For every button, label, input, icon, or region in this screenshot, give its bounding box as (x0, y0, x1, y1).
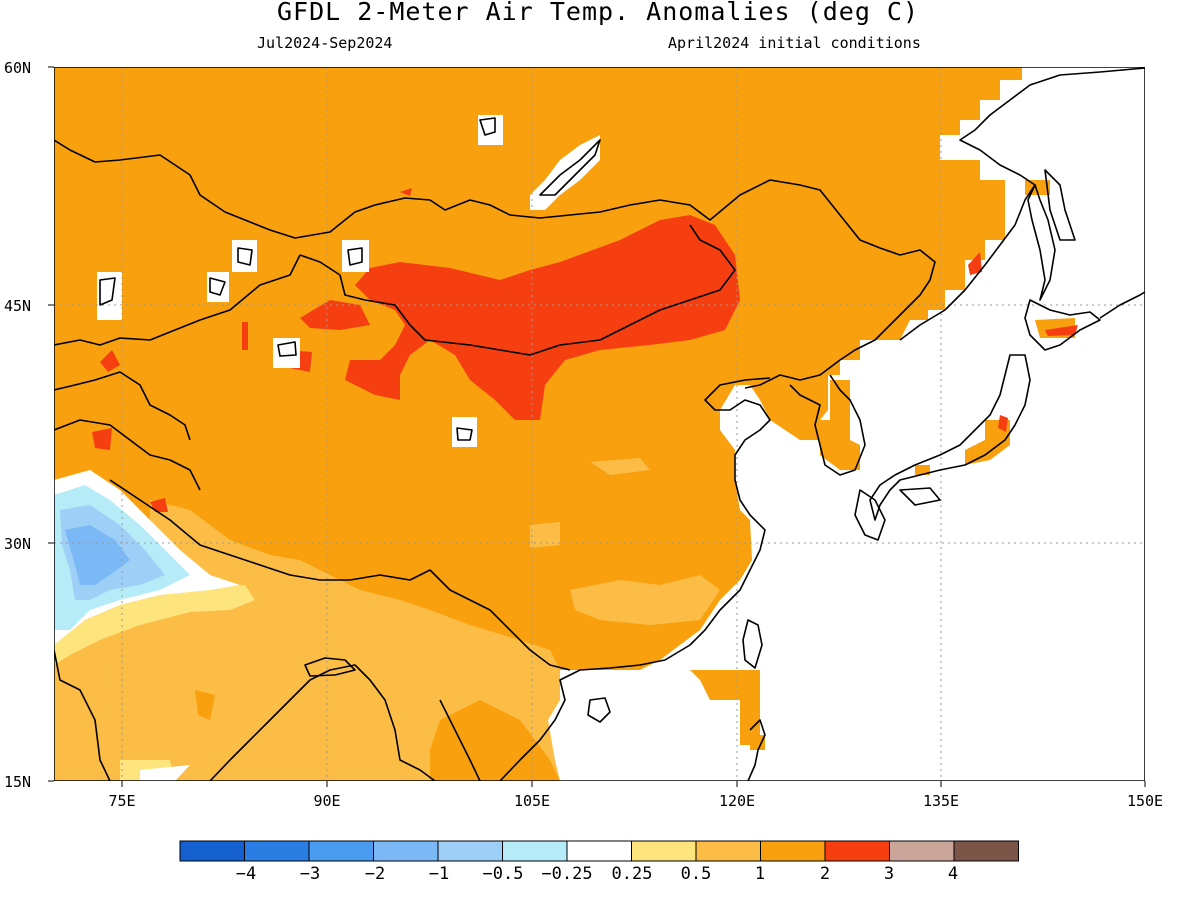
lon-label-105e: 105E (513, 792, 551, 810)
axis-ticks (48, 66, 1146, 787)
colorbar-label: 0.25 (611, 864, 653, 884)
japan-anomaly (965, 420, 1010, 465)
colorbar-swatch (373, 840, 439, 862)
colorbar-swatch (437, 840, 503, 862)
anomaly-field-neg-1 (65, 525, 130, 585)
anomaly-field-2-3-mongolia (345, 215, 740, 420)
colorbar-label: 1 (754, 864, 766, 884)
lat-label-60n: 60N (4, 59, 32, 77)
coastlines-borders (54, 67, 1145, 781)
anomaly-field-025-05 (54, 585, 255, 665)
colorbar-swatch (889, 840, 955, 862)
colorbar-swatch (953, 840, 1019, 862)
anomaly-field-2-3-west (300, 300, 370, 330)
colorbar-label: −4 (235, 864, 257, 884)
nodata-box (342, 240, 369, 272)
nodata-box (207, 272, 229, 302)
lat-label-45n: 45N (4, 297, 32, 315)
colorbar-label: 4 (947, 864, 959, 884)
colorbar-label: −2 (364, 864, 386, 884)
colorbar-label: −0.5 (482, 864, 524, 884)
anomaly-field-2-3-dot3 (100, 350, 120, 372)
jeju-anomaly (915, 465, 930, 475)
east-sea-white (640, 67, 1145, 781)
anomaly-field-2-3-dot2 (242, 322, 248, 350)
colorbar (179, 840, 1019, 862)
colorbar-swatch (824, 840, 890, 862)
colorbar-label: −3 (299, 864, 321, 884)
colorbar-label: −1 (428, 864, 450, 884)
forecast-period: Jul2024-Sep2024 (257, 34, 393, 52)
taiwan-anomaly (750, 735, 765, 750)
anomaly-field-1-2-south (430, 700, 560, 781)
anomaly-field-2-3-dot7 (968, 252, 982, 275)
anomaly-field-1-2-blob (195, 690, 215, 720)
nodata-box (232, 240, 257, 272)
colorbar-label: 0.5 (680, 864, 712, 884)
colorbar-label: 3 (883, 864, 895, 884)
colorbar-swatch (179, 840, 245, 862)
lon-label-120e: 120E (718, 792, 756, 810)
lon-label-75e: 75E (108, 792, 136, 810)
colorbar-swatch (502, 840, 568, 862)
japan-red (998, 415, 1008, 432)
hokkaido-red (1045, 325, 1078, 336)
lon-label-90e: 90E (313, 792, 341, 810)
anomaly-field-2-3-dot4 (400, 188, 412, 196)
colorbar-swatch (308, 840, 374, 862)
lon-label-150e: 150E (1126, 792, 1164, 810)
anomaly-field-2-3-dot5 (92, 428, 112, 450)
nodata-box (452, 417, 477, 447)
initial-conditions: April2024 initial conditions (668, 34, 921, 52)
colorbar-label: −0.25 (541, 864, 593, 884)
anomaly-field-neutral-sw (140, 765, 190, 781)
colorbar-swatch (566, 840, 632, 862)
colorbar-swatch (631, 840, 697, 862)
lat-label-30n: 30N (4, 535, 32, 553)
lon-label-135e: 135E (922, 792, 960, 810)
anomaly-field-05-1-blob2 (590, 458, 650, 475)
colorbar-label: 2 (819, 864, 831, 884)
lat-label-15n: 15N (4, 773, 32, 791)
colorbar-swatch (695, 840, 761, 862)
korea-anomaly (820, 380, 860, 470)
colorbar-swatch (760, 840, 826, 862)
anomaly-field-2-3-dot6 (150, 498, 168, 512)
baikal-nodata (530, 135, 600, 210)
anomaly-field-05-1-china (570, 575, 720, 625)
anomaly-field-05-1-blob (530, 522, 560, 548)
colorbar-swatch (244, 840, 310, 862)
map-title: GFDL 2-Meter Air Temp. Anomalies (deg C) (276, 0, 920, 26)
